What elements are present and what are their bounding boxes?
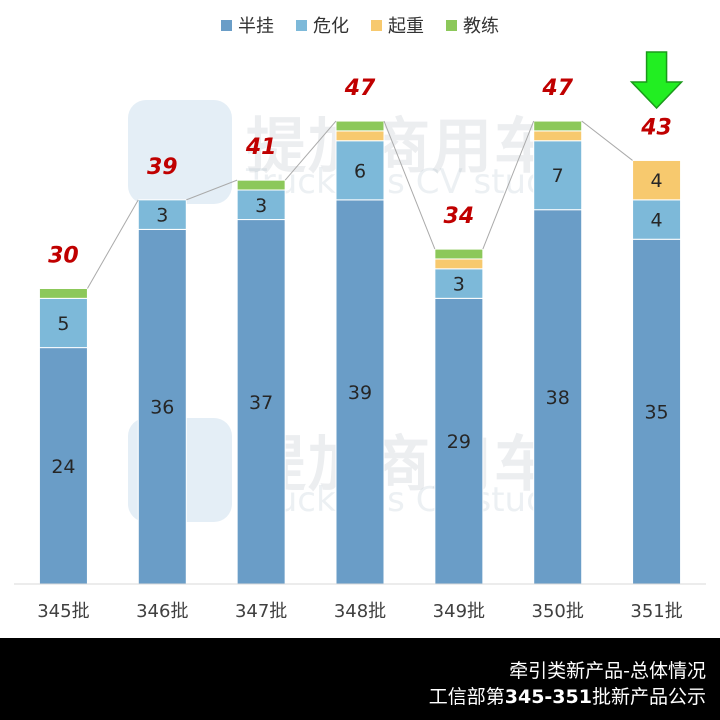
stacked-bar-chart: 24530345批36339346批37341347批39647348批2933… (14, 51, 706, 622)
total-label-0: 30 (48, 244, 79, 269)
bar-segment-2-5 (533, 130, 583, 142)
bar-segment-3-5 (533, 120, 583, 132)
total-label-2: 41 (245, 135, 277, 160)
trend-line-segment-4 (482, 120, 535, 250)
legend-item-1: 危化 (296, 12, 349, 38)
bar-segment-0-5 (533, 209, 583, 585)
total-label-4: 34 (444, 204, 475, 229)
bar-segment-0-4 (434, 297, 484, 585)
bar-segment-0-3 (335, 199, 385, 585)
legend-label-0: 半挂 (238, 16, 274, 37)
category-label-3: 348批 (334, 601, 386, 622)
bar-segment-3-2 (236, 179, 286, 191)
footer-subtitle-suffix: 批新产品公示 (591, 686, 706, 708)
legend-swatch-2 (371, 19, 382, 31)
trend-line-segment-3 (383, 120, 436, 250)
bar-value-label-0-3: 39 (348, 382, 372, 404)
bar-segment-1-5 (533, 140, 583, 211)
trend-line-segment-5 (581, 120, 633, 161)
category-label-1: 346批 (136, 601, 188, 622)
bar-segment-2-6 (632, 159, 682, 201)
footer-title: 牵引类新产品-总体情况 (509, 660, 706, 682)
bar-value-label-0-4: 29 (447, 431, 471, 453)
footer-subtitle-prefix: 工信部第 (428, 686, 505, 708)
bar-value-label-0-2: 37 (249, 392, 273, 414)
legend-label-2: 起重 (388, 16, 424, 37)
bar-value-label-1-4: 3 (453, 274, 465, 296)
bar-segment-2-3 (335, 130, 385, 142)
bar-value-label-1-3: 6 (354, 160, 366, 182)
bar-segment-1-1 (137, 199, 187, 230)
bar-value-label-0-6: 35 (644, 402, 668, 424)
bar-segment-1-6 (632, 199, 682, 240)
bar-value-label-1-1: 3 (156, 205, 168, 227)
category-label-2: 347批 (235, 601, 287, 622)
total-label-6: 43 (640, 115, 672, 140)
bar-value-label-1-5: 7 (552, 165, 564, 187)
bar-segment-1-4 (434, 268, 484, 299)
trend-line-segment-2 (284, 120, 337, 181)
bar-segment-3-4 (434, 248, 484, 260)
total-label-5: 47 (541, 76, 573, 101)
bar-segment-0-2 (236, 219, 286, 585)
bar-segment-3-3 (335, 120, 385, 132)
legend-swatch-3 (446, 19, 457, 31)
bar-segment-1-2 (236, 189, 286, 221)
legend-swatch-1 (296, 19, 307, 31)
legend-swatch-0 (221, 19, 232, 31)
bar-value-label-0-5: 38 (546, 387, 570, 409)
bar-value-label-1-0: 5 (57, 313, 69, 335)
trend-line-segment-1 (186, 179, 238, 201)
legend-label-3: 教练 (463, 16, 499, 37)
category-label-5: 350批 (532, 601, 584, 622)
bar-value-label-2-6: 4 (651, 170, 663, 192)
total-label-1: 39 (147, 155, 178, 180)
bar-segment-2-4 (434, 258, 484, 270)
bar-value-label-0-0: 24 (51, 456, 75, 478)
legend-label-1: 危化 (313, 16, 349, 37)
bar-value-label-0-1: 36 (150, 397, 174, 419)
bar-segment-3-0 (38, 288, 88, 299)
legend-item-2: 起重 (371, 12, 424, 38)
total-label-3: 47 (344, 76, 376, 101)
chart-area: 提加商用车 TruckPlus CV studio 提加商用车 TruckPlu… (0, 12, 720, 622)
footer-subtitle: 工信部第345-351批新产品公示 (429, 682, 706, 709)
category-label-6: 351批 (630, 601, 682, 622)
bar-value-label-1-2: 3 (255, 195, 267, 217)
trend-line-segment-0 (86, 199, 139, 289)
bar-value-label-1-6: 4 (651, 210, 663, 232)
category-label-4: 349批 (433, 601, 485, 622)
footer-subtitle-range: 345-351 (504, 686, 592, 708)
category-label-0: 345批 (37, 601, 89, 622)
bar-segment-0-6 (632, 238, 682, 585)
legend: 半挂 危化 起重 教练 (0, 12, 720, 38)
legend-item-0: 半挂 (221, 12, 274, 38)
footer-banner: 牵引类新产品-总体情况 工信部第345-351批新产品公示 (0, 638, 720, 720)
down-arrow-icon (629, 51, 684, 110)
legend-item-3: 教练 (446, 12, 499, 38)
